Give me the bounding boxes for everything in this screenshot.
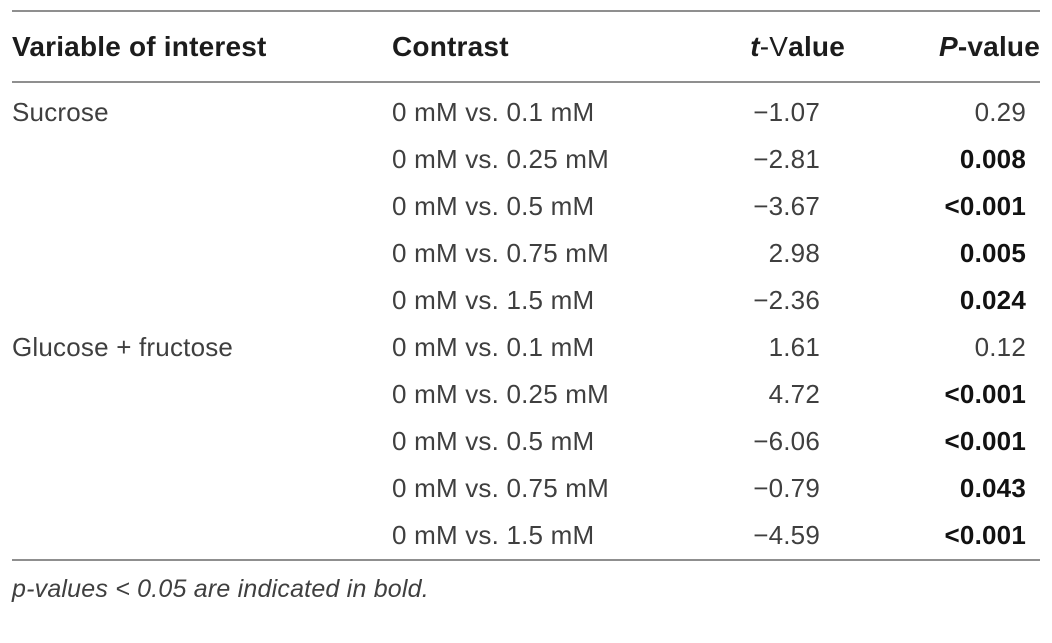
table-body: Sucrose 0 mM vs. 0.1 mM −1.07 0.29 0 mM vs. … [12, 82, 1040, 560]
p-value-cell: <0.001 [944, 426, 1026, 456]
variable-cell [12, 277, 392, 324]
contrast-cell: 0 mM vs. 0.75 mM [392, 473, 610, 503]
table-row: Sucrose 0 mM vs. 0.1 mM −1.07 0.29 [12, 82, 1040, 136]
contrast-cell: 0 mM vs. 0.5 mM [392, 426, 595, 456]
p-value-cell: 0.008 [959, 144, 1026, 174]
contrast-cell: 0 mM vs. 0.1 mM [392, 332, 595, 362]
variable-cell [12, 183, 392, 230]
t-value-cell: −2.36 [753, 285, 820, 315]
variable-cell [12, 230, 392, 277]
t-value-cell: −1.07 [753, 97, 820, 127]
p-value-cell: 0.043 [959, 473, 1026, 503]
table-row: 0 mM vs. 1.5 mM −4.59 <0.001 [12, 512, 1040, 560]
contrast-cell: 0 mM vs. 0.75 mM [392, 238, 610, 268]
t-value-cell: −4.59 [753, 520, 820, 550]
p-value-cell: <0.001 [944, 379, 1026, 409]
p-header-bold-part: -value [957, 31, 1040, 62]
p-value-cell: 0.29 [974, 97, 1026, 127]
table-row: 0 mM vs. 0.25 mM 4.72 <0.001 [12, 371, 1040, 418]
t-value-cell: −0.79 [753, 473, 820, 503]
p-value-cell: <0.001 [944, 191, 1026, 221]
p-value-cell: 0.12 [974, 332, 1026, 362]
contrast-cell: 0 mM vs. 0.1 mM [392, 97, 595, 127]
variable-cell [12, 512, 392, 560]
contrast-cell: 0 mM vs. 0.25 mM [392, 379, 610, 409]
table-row: 0 mM vs. 0.25 mM −2.81 0.008 [12, 136, 1040, 183]
t-header-bold-part: alue [788, 31, 845, 62]
table-row: 0 mM vs. 0.75 mM −0.79 0.043 [12, 465, 1040, 512]
t-value-cell: 2.98 [768, 238, 820, 268]
stats-table: Variable of interest Contrast t-Value P-… [12, 10, 1040, 561]
p-value-cell: <0.001 [944, 520, 1026, 550]
header-row: Variable of interest Contrast t-Value P-… [12, 11, 1040, 83]
t-value-cell: 1.61 [768, 332, 820, 362]
table-row: 0 mM vs. 1.5 mM −2.36 0.024 [12, 277, 1040, 324]
p-value-cell: 0.005 [959, 238, 1026, 268]
variable-cell: Glucose + fructose [12, 332, 234, 362]
variable-cell [12, 371, 392, 418]
table-row: 0 mM vs. 0.5 mM −6.06 <0.001 [12, 418, 1040, 465]
table-row: 0 mM vs. 0.5 mM −3.67 <0.001 [12, 183, 1040, 230]
table-footnote: p-values < 0.05 are indicated in bold. [12, 575, 429, 603]
t-italic-prefix: t [750, 31, 760, 62]
col-header-contrast: Contrast [392, 11, 692, 83]
col-header-t-value: t-Value [692, 11, 845, 83]
table-header: Variable of interest Contrast t-Value P-… [12, 11, 1040, 83]
paper-table-figure: Variable of interest Contrast t-Value P-… [0, 10, 1052, 604]
variable-cell: Sucrose [12, 97, 109, 127]
table-row: Glucose + fructose 0 mM vs. 0.1 mM 1.61 0.1… [12, 324, 1040, 371]
variable-cell [12, 136, 392, 183]
contrast-cell: 0 mM vs. 1.5 mM [392, 520, 595, 550]
variable-cell [12, 418, 392, 465]
t-value-cell: −6.06 [753, 426, 820, 456]
contrast-cell: 0 mM vs. 0.25 mM [392, 144, 610, 174]
p-italic-prefix: P [938, 31, 958, 62]
table-row: 0 mM vs. 0.75 mM 2.98 0.005 [12, 230, 1040, 277]
contrast-cell: 0 mM vs. 1.5 mM [392, 285, 595, 315]
contrast-cell: 0 mM vs. 0.5 mM [392, 191, 595, 221]
variable-cell [12, 465, 392, 512]
col-header-variable-of-interest: Variable of interest [12, 11, 392, 83]
p-value-cell: 0.024 [959, 285, 1026, 315]
col-header-p-value: P-value [845, 11, 1040, 83]
t-header-thin-part: -V [759, 31, 789, 62]
t-value-cell: 4.72 [768, 379, 820, 409]
t-value-cell: −3.67 [753, 191, 820, 221]
t-value-cell: −2.81 [753, 144, 820, 174]
